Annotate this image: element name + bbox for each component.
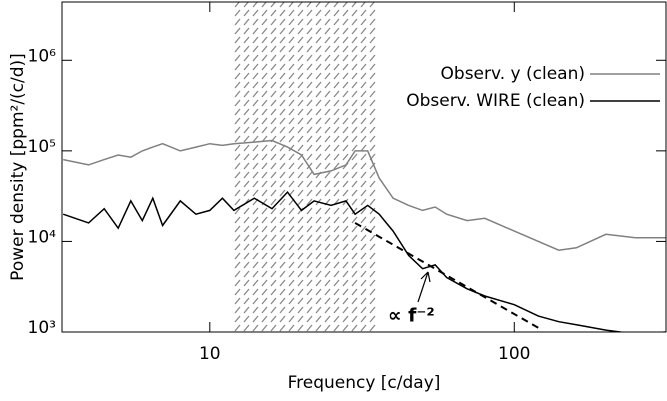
y-tick-label: 10³: [28, 318, 56, 338]
annotation: ∝ f⁻²: [388, 305, 435, 327]
legend-label: Observ. WIRE (clean): [406, 91, 585, 111]
y-tick-label: 10⁵: [28, 137, 56, 157]
x-tick-label: 100: [498, 344, 530, 364]
series-line: [62, 190, 666, 332]
y-tick-label: 10⁴: [28, 227, 57, 247]
y-tick-label: 10⁶: [28, 46, 57, 66]
x-tick-label: 10: [199, 344, 221, 364]
shaded-region: [233, 2, 376, 332]
plot-frame: [61, 1, 667, 333]
fit-line: [354, 222, 543, 331]
series-line: [63, 139, 666, 251]
x-axis-label: Frequency [c/day]: [288, 373, 441, 393]
plot-area: [62, 2, 666, 332]
y-axis-label: Power density [ppm²/(c/d)]: [8, 53, 28, 281]
annotation-arrow: [417, 271, 429, 303]
legend-label: Observ. y (clean): [441, 64, 585, 84]
arrow-head: [420, 271, 431, 283]
